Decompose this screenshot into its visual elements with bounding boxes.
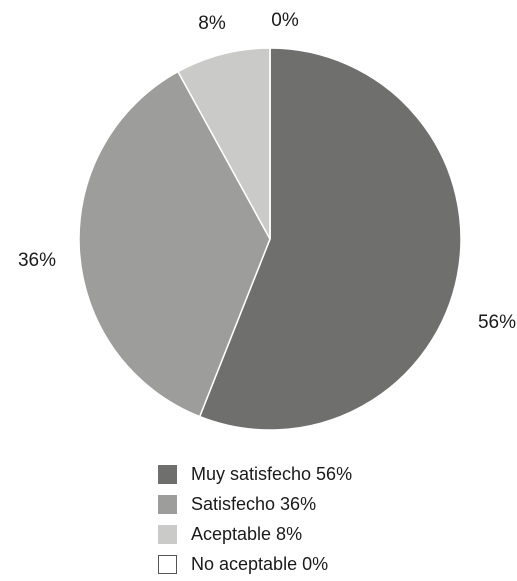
legend-label-aceptable: Aceptable 8% xyxy=(191,523,303,544)
legend-label-satisfecho: Satisfecho 36% xyxy=(191,493,317,514)
legend-swatch-aceptable xyxy=(158,524,177,544)
pie-slices xyxy=(78,47,462,431)
legend-swatch-satisfecho xyxy=(158,494,177,514)
legend-label-muy-satisfecho: Muy satisfecho 56% xyxy=(191,463,353,484)
legend-swatch-no-aceptable xyxy=(158,554,177,574)
legend-label-no-aceptable: No aceptable 0% xyxy=(191,553,329,574)
pie-value-labels: 56% 36% 8% 0% xyxy=(18,10,516,333)
slice-value-label-aceptable: 8% xyxy=(198,13,226,34)
pie-slice-satisfecho xyxy=(78,70,271,418)
slice-value-label-no-aceptable: 0% xyxy=(271,10,299,31)
slice-value-label-muy-satisfecho: 56% xyxy=(478,312,516,333)
legend-item-no-aceptable: No aceptable 0% xyxy=(158,549,352,579)
legend: Muy satisfecho 56% Satisfecho 36% Aceptabl… xyxy=(158,459,352,579)
legend-item-satisfecho: Satisfecho 36% xyxy=(158,489,352,519)
legend-item-muy-satisfecho: Muy satisfecho 56% xyxy=(158,459,352,489)
slice-value-label-satisfecho: 36% xyxy=(18,250,56,271)
pie-slice-muy-satisfecho xyxy=(198,47,462,431)
legend-item-aceptable: Aceptable 8% xyxy=(158,519,352,549)
legend-swatch-muy-satisfecho xyxy=(158,464,177,484)
pie-slice-aceptable xyxy=(176,47,271,240)
